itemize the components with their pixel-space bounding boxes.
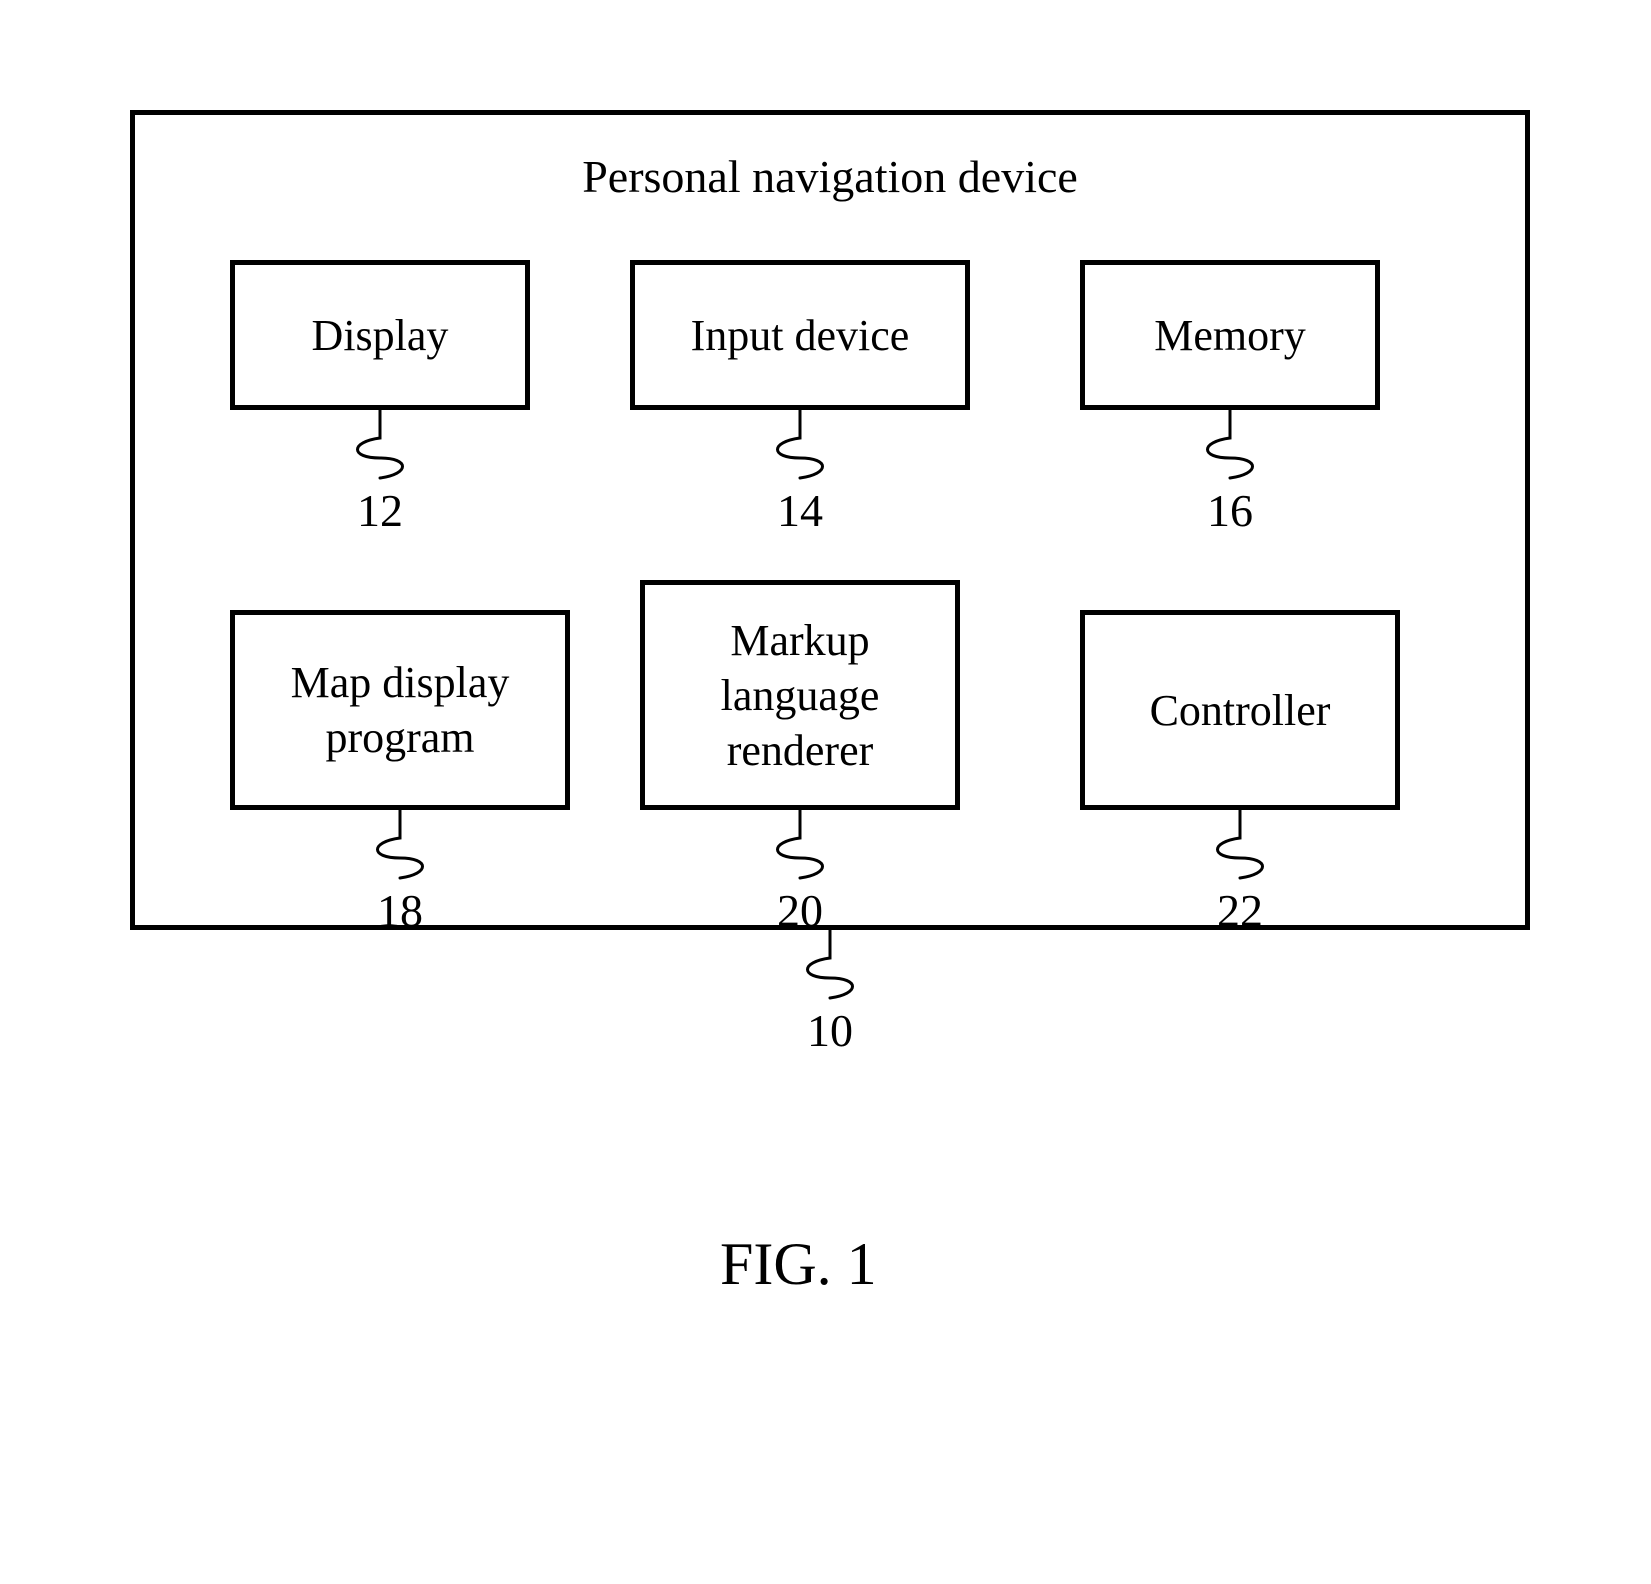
connector-input — [766, 410, 834, 482]
ref-input: 14 — [760, 484, 840, 537]
connector-controller — [1206, 810, 1274, 882]
ref-controller: 22 — [1200, 884, 1280, 937]
diagram-canvas: Personal navigation device Display Input … — [0, 0, 1651, 1584]
connector-memory — [1196, 410, 1264, 482]
outer-title: Personal navigation device — [130, 150, 1530, 203]
box-memory: Memory — [1080, 260, 1380, 410]
connector-markup — [766, 810, 834, 882]
ref-display: 12 — [340, 484, 420, 537]
box-controller: Controller — [1080, 610, 1400, 810]
connector-display — [346, 410, 414, 482]
box-markup: Markup language renderer — [640, 580, 960, 810]
box-mapdisplay: Map display program — [230, 610, 570, 810]
box-display: Display — [230, 260, 530, 410]
figure-caption: FIG. 1 — [720, 1230, 877, 1299]
ref-mapdisplay: 18 — [360, 884, 440, 937]
ref-memory: 16 — [1190, 484, 1270, 537]
ref-outer: 10 — [790, 1004, 870, 1057]
box-input: Input device — [630, 260, 970, 410]
connector-outer — [796, 930, 864, 1002]
connector-mapdisplay — [366, 810, 434, 882]
